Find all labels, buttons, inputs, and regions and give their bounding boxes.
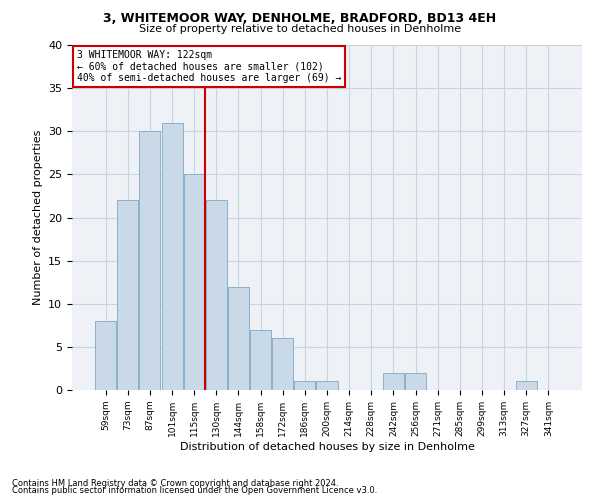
Text: Size of property relative to detached houses in Denholme: Size of property relative to detached ho… xyxy=(139,24,461,34)
Text: 3, WHITEMOOR WAY, DENHOLME, BRADFORD, BD13 4EH: 3, WHITEMOOR WAY, DENHOLME, BRADFORD, BD… xyxy=(103,12,497,26)
X-axis label: Distribution of detached houses by size in Denholme: Distribution of detached houses by size … xyxy=(179,442,475,452)
Bar xyxy=(161,122,182,390)
Bar xyxy=(139,131,160,390)
Text: 3 WHITEMOOR WAY: 122sqm
← 60% of detached houses are smaller (102)
40% of semi-d: 3 WHITEMOOR WAY: 122sqm ← 60% of detache… xyxy=(77,50,341,84)
Bar xyxy=(405,373,426,390)
Bar xyxy=(184,174,205,390)
Bar xyxy=(295,382,316,390)
Bar xyxy=(383,373,404,390)
Text: Contains public sector information licensed under the Open Government Licence v3: Contains public sector information licen… xyxy=(12,486,377,495)
Bar xyxy=(228,286,249,390)
Bar xyxy=(250,330,271,390)
Bar xyxy=(316,382,338,390)
Bar xyxy=(272,338,293,390)
Bar xyxy=(118,200,139,390)
Text: Contains HM Land Registry data © Crown copyright and database right 2024.: Contains HM Land Registry data © Crown c… xyxy=(12,478,338,488)
Y-axis label: Number of detached properties: Number of detached properties xyxy=(32,130,43,305)
Bar xyxy=(95,321,116,390)
Bar xyxy=(515,382,536,390)
Bar xyxy=(206,200,227,390)
